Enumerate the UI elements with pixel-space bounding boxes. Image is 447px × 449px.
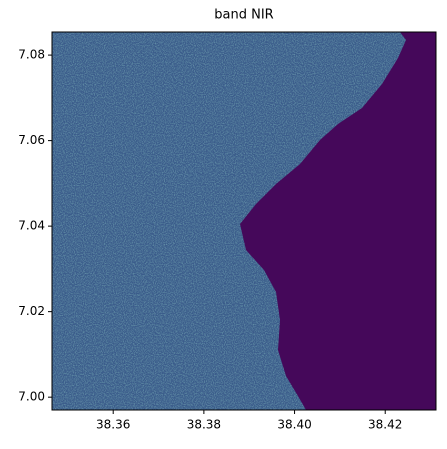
y-tick-label: 7.02	[18, 304, 45, 318]
raster-image	[52, 32, 436, 410]
chart-title: band NIR	[214, 8, 273, 23]
y-tick-label: 7.04	[18, 219, 45, 233]
x-tick-label: 38.42	[368, 418, 402, 432]
x-tick-label: 38.40	[277, 418, 311, 432]
y-tick-label: 7.06	[18, 133, 45, 147]
x-tick-label: 38.36	[96, 418, 130, 432]
y-tick-label: 7.08	[18, 48, 45, 62]
y-tick-label: 7.00	[18, 390, 45, 404]
water-area	[240, 32, 436, 410]
x-tick-label: 38.38	[187, 418, 221, 432]
plot-frame	[51, 31, 437, 411]
